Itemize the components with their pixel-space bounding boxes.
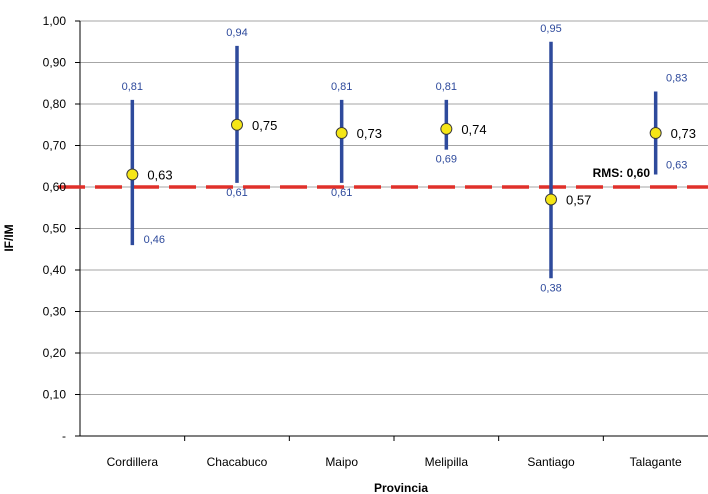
y-tick-label: 0,30 [43,305,67,319]
y-tick-label: - [62,429,66,443]
reference-line-label: RMS: 0,60 [593,166,651,180]
data-label: 0,57 [566,192,591,207]
y-tick-label: 0,80 [43,97,67,111]
data-label: 0,73 [671,126,696,141]
y-tick-label: 0,10 [43,388,67,402]
y-axis-title: IF/IM [2,224,16,251]
y-tick-label: 0,40 [43,263,67,277]
data-label: 0,75 [252,118,277,133]
range-max-label: 0,83 [666,73,687,85]
range-max-label: 0,94 [226,27,247,39]
data-point [126,168,139,181]
y-tick-label: 1,00 [43,14,67,28]
range-min-label: 0,63 [666,160,687,172]
x-tick-label: Talagante [630,455,682,469]
range-min-label: 0,38 [540,282,561,294]
x-tick-label: Cordillera [107,455,159,469]
range-max-label: 0,81 [122,81,143,93]
data-point [335,127,348,140]
range-max-label: 0,81 [331,81,352,93]
x-tick-label: Melipilla [425,455,469,469]
y-tick-label: 0,70 [43,139,67,153]
x-tick-label: Maipo [325,455,358,469]
range-min-label: 0,61 [331,187,352,199]
x-axis-title: Provincia [374,481,428,494]
range-min-label: 0,61 [226,187,247,199]
data-label: 0,74 [461,122,486,137]
data-label: 0,63 [147,168,172,183]
data-point [440,122,453,135]
x-tick-label: Chacabuco [207,455,268,469]
x-tick-label: Santiago [527,455,575,469]
y-tick-label: 0,50 [43,222,67,236]
range-min-label: 0,69 [436,154,457,166]
data-label: 0,73 [357,126,382,141]
range-max-label: 0,95 [540,23,561,35]
gridlines [80,20,708,395]
y-tick-label: 0,20 [43,346,67,360]
labels: - 0,10 0,20 0,30 0,40 0,50 0,60 0,70 0,80 0,90 1,0… [43,14,696,469]
y-tick-label: 0,90 [43,56,67,70]
data-point [649,127,662,140]
range-min-label: 0,46 [144,234,165,246]
range-max-label: 0,81 [436,81,457,93]
data-point [231,118,243,131]
y-tick-label: 0,60 [43,180,67,194]
data-marks [126,41,662,279]
axes [75,20,708,441]
data-point [545,193,557,206]
